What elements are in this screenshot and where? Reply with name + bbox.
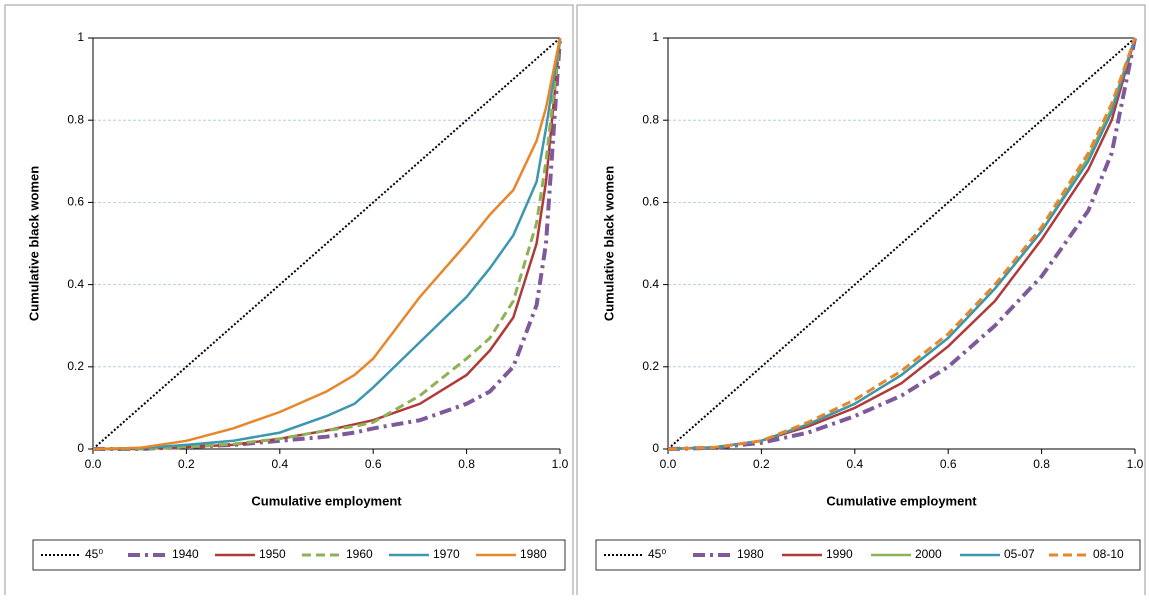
legend-label: 08-10	[1093, 547, 1124, 561]
legend-label: 1980	[520, 547, 547, 561]
y-tick-label: 1	[652, 30, 659, 44]
series-line	[93, 37, 562, 451]
series-line	[92, 37, 562, 451]
y-axis-title: Cumulative black women	[601, 166, 616, 321]
y-tick-label: 0.8	[67, 112, 84, 126]
series-line	[92, 37, 562, 451]
legend-label: 1980	[737, 547, 764, 561]
y-tick-label: 0.2	[67, 359, 84, 373]
y-tick-label: 0.6	[67, 195, 84, 209]
x-tick-label: 0.4	[846, 457, 863, 471]
legend-label: 2000	[915, 547, 942, 561]
y-tick-label: 0.4	[642, 277, 659, 291]
y-tick-label: 0.2	[642, 359, 659, 373]
legend-label: 1950	[259, 547, 286, 561]
y-tick-label: 0	[652, 441, 659, 455]
legend-label: 1970	[433, 547, 460, 561]
legend-label: 1990	[826, 547, 853, 561]
series-line	[667, 37, 1137, 451]
y-tick-label: 0	[77, 441, 84, 455]
y-tick-label: 0.4	[67, 277, 84, 291]
legend-label: 45⁰	[85, 547, 103, 561]
x-tick-label: 1.0	[552, 457, 569, 471]
panel-frame	[4, 4, 574, 600]
legend-label: 45⁰	[648, 547, 666, 561]
x-axis-title: Cumulative employment	[826, 493, 977, 508]
x-tick-label: 0.2	[178, 457, 195, 471]
series-line	[92, 37, 561, 450]
x-tick-label: 0.8	[458, 457, 475, 471]
legend-box	[595, 539, 1141, 571]
y-tick-label: 0.8	[642, 112, 659, 126]
series-line	[667, 37, 1137, 451]
x-tick-label: 0.2	[753, 457, 770, 471]
y-tick-label: 1	[77, 30, 84, 44]
legend-label: 05-07	[1004, 547, 1035, 561]
x-tick-label: 0.0	[660, 457, 677, 471]
legend-label: 1960	[346, 547, 373, 561]
x-tick-label: 0.0	[85, 457, 102, 471]
series-line	[93, 37, 562, 451]
panel-frame	[576, 4, 1146, 600]
x-tick-label: 0.6	[365, 457, 382, 471]
y-axis-title: Cumulative black women	[26, 166, 41, 321]
legend-label: 1940	[172, 547, 199, 561]
x-tick-label: 0.4	[271, 457, 288, 471]
y-tick-label: 0.6	[642, 195, 659, 209]
x-axis-title: Cumulative employment	[251, 493, 402, 508]
x-tick-label: 0.6	[940, 457, 957, 471]
x-tick-label: 1.0	[1127, 457, 1144, 471]
x-tick-label: 0.8	[1033, 457, 1050, 471]
series-line	[667, 37, 1136, 450]
